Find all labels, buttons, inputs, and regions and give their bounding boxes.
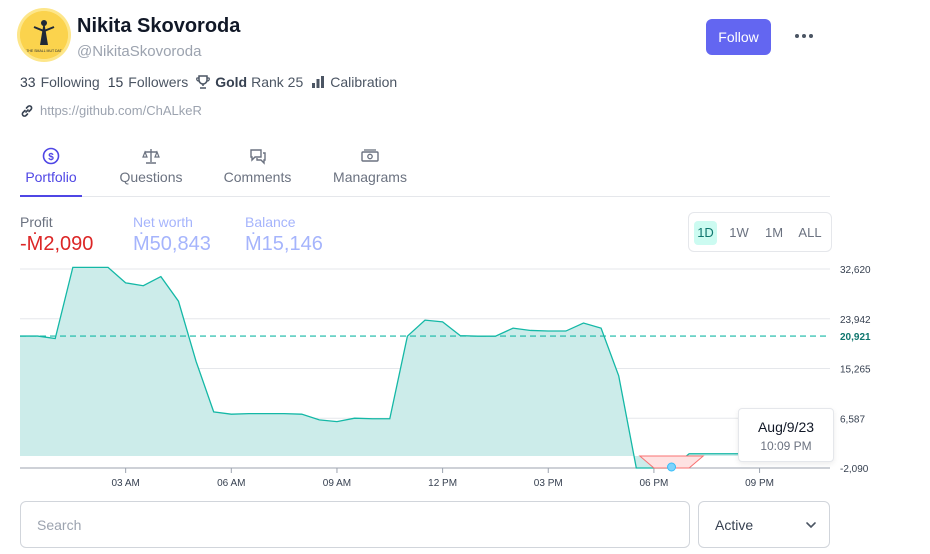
calibration-link[interactable]: Calibration	[311, 74, 397, 90]
metric-profit: Profit -Ṁ2,090	[20, 214, 93, 256]
range-1d-button[interactable]: 1D	[694, 221, 717, 245]
following-count: 33	[20, 74, 36, 90]
series-area	[20, 267, 822, 468]
metric-value: Ṁ50,843	[133, 233, 211, 255]
hover-point	[667, 462, 677, 472]
metric-label: Net worth	[133, 214, 193, 230]
avatar-image: THE SMALL MUT DAT	[20, 11, 68, 59]
chart-tooltip: Aug/9/23 10:09 PM	[738, 408, 834, 462]
tab-comments[interactable]: Comments	[220, 145, 295, 196]
y-tick-label: 6,587	[840, 414, 865, 425]
scale-icon	[142, 149, 160, 164]
league-rank: Rank 25	[251, 74, 304, 90]
time-range-selector: 1D 1W 1M ALL	[688, 212, 832, 252]
x-tick-label: 09 AM	[323, 478, 351, 489]
metric-net-worth: Net worth Ṁ50,843	[133, 214, 211, 256]
tooltip-date: Aug/9/23	[757, 419, 815, 435]
profile-name: Nikita Skovoroda	[77, 15, 241, 37]
follow-button[interactable]: Follow	[706, 19, 771, 55]
x-tick-label: 03 AM	[111, 478, 139, 489]
profile-tabs: $ Portfolio Questions Comments Managrams	[20, 145, 830, 197]
metric-value: -Ṁ2,090	[20, 233, 94, 255]
profile-handle: @NikitaSkovoroda	[77, 43, 202, 60]
chevron-down-icon	[806, 522, 816, 529]
negative-area	[638, 455, 705, 469]
metric-value: Ṁ15,146	[245, 233, 323, 255]
profile-stats: 33 Following 15 Followers Gold Rank 25 C…	[20, 74, 405, 90]
link-icon	[21, 104, 33, 117]
github-url: https://github.com/ChALkeR	[40, 103, 202, 118]
search-input[interactable]	[20, 501, 690, 548]
metric-label: Profit	[20, 214, 53, 230]
y-tick-label: -2,090	[840, 464, 869, 475]
tab-label: Questions	[119, 169, 183, 185]
following-label: Following	[40, 74, 100, 90]
tab-managrams[interactable]: Managrams	[331, 145, 409, 196]
y-tick-label: 15,265	[840, 365, 871, 376]
github-link[interactable]: https://github.com/ChALkeR	[20, 103, 202, 118]
x-tick-label: 12 PM	[428, 478, 457, 489]
chat-icon	[249, 149, 266, 165]
x-tick-label: 03 PM	[534, 478, 563, 489]
followers-label: Followers	[128, 74, 189, 90]
x-tick-label: 06 PM	[639, 478, 668, 489]
ellipsis-icon	[795, 34, 813, 38]
tooltip-time: 10:09 PM	[760, 439, 812, 453]
trophy-icon	[196, 75, 211, 89]
league-name: Gold	[215, 74, 248, 90]
dollar-circle-icon: $	[42, 147, 60, 165]
y-tick-label: 23,942	[840, 315, 871, 326]
tab-portfolio[interactable]: $ Portfolio	[20, 145, 82, 197]
status-filter-select[interactable]: Active	[698, 501, 830, 548]
followers-count: 15	[107, 74, 124, 90]
x-tick-label: 09 PM	[745, 478, 774, 489]
followers-link[interactable]: 15 Followers	[108, 74, 188, 90]
bar-chart-icon	[312, 76, 325, 88]
cash-icon	[361, 149, 379, 162]
series-line	[20, 266, 822, 469]
avatar-caption: THE SMALL MUT DAT	[26, 49, 62, 53]
more-options-button[interactable]	[793, 26, 815, 46]
y-tick-label: 32,620	[840, 265, 871, 276]
range-all-button[interactable]: ALL	[798, 225, 822, 240]
avatar[interactable]: THE SMALL MUT DAT	[20, 11, 68, 59]
reference-label: 20,921	[840, 332, 871, 343]
metric-balance: Balance Ṁ15,146	[245, 214, 323, 256]
league-link[interactable]: Gold Rank 25	[196, 74, 303, 90]
metric-label: Balance	[245, 214, 296, 230]
range-1m-button[interactable]: 1M	[764, 225, 784, 240]
tab-label: Comments	[223, 169, 292, 185]
range-1w-button[interactable]: 1W	[729, 225, 749, 240]
portfolio-chart[interactable]: 32,620 23,942 15,265 6,587 -2,090 03 AM 06 AM 0…	[0, 258, 880, 494]
calibration-label: Calibration	[330, 74, 398, 90]
x-tick-label: 06 AM	[217, 478, 245, 489]
tab-questions[interactable]: Questions	[116, 145, 186, 196]
status-filter-value: Active	[715, 517, 754, 533]
tab-label: Portfolio	[25, 169, 77, 185]
svg-text:$: $	[48, 152, 54, 163]
following-link[interactable]: 33 Following	[20, 74, 100, 90]
tab-label: Managrams	[333, 169, 407, 185]
